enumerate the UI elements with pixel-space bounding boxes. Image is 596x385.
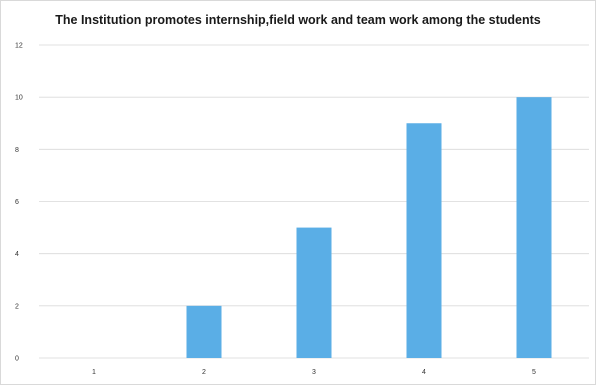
bar-4 [406,123,442,358]
y-tick-label: 6 [15,199,19,206]
chart-title: The Institution promotes internship,fiel… [55,13,541,27]
y-tick-labels: 0 2 4 6 8 10 12 [15,43,23,363]
y-tick-label: 4 [15,251,19,258]
x-tick-label: 3 [312,369,316,376]
y-tick-label: 12 [15,43,23,50]
x-tick-label: 2 [202,369,206,376]
x-tick-labels: 1 2 3 4 5 [92,369,536,376]
x-tick-label: 1 [92,369,96,376]
y-tick-label: 2 [15,303,19,310]
y-tick-label: 0 [15,356,19,363]
bar-5 [516,97,552,359]
y-tick-label: 10 [15,95,23,102]
x-tick-label: 4 [422,369,426,376]
y-tick-label: 8 [15,147,19,154]
bar-2 [186,305,222,358]
x-tick-label: 5 [532,369,536,376]
bar-3 [296,227,332,358]
bars [186,97,552,359]
